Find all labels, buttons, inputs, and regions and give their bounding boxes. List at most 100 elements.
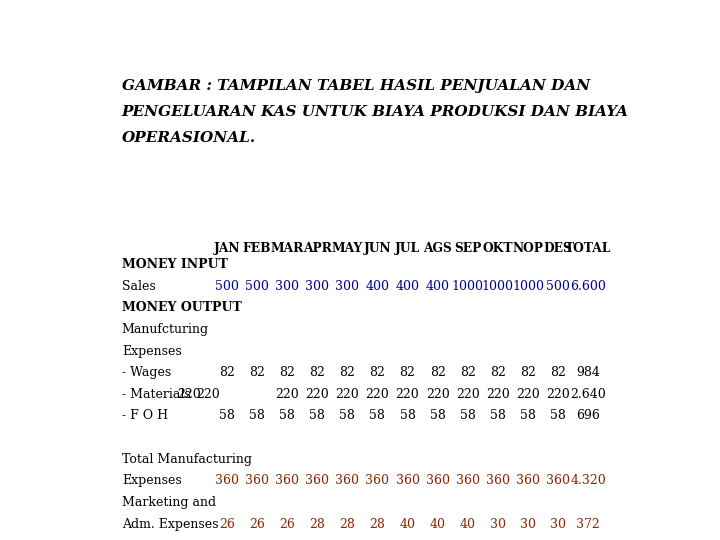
Text: 360: 360 xyxy=(546,474,570,488)
Text: 28: 28 xyxy=(309,518,325,531)
Text: 372: 372 xyxy=(577,518,600,531)
Text: 58: 58 xyxy=(460,409,476,422)
Text: JAN: JAN xyxy=(213,241,240,254)
Text: 40: 40 xyxy=(400,518,415,531)
Text: 82: 82 xyxy=(400,366,415,379)
Text: 26: 26 xyxy=(279,518,295,531)
Text: OKT: OKT xyxy=(482,241,513,254)
Text: 82: 82 xyxy=(339,366,355,379)
Text: 500: 500 xyxy=(215,280,238,293)
Text: 58: 58 xyxy=(400,409,415,422)
Text: 220: 220 xyxy=(196,388,220,401)
Text: 220: 220 xyxy=(486,388,510,401)
Text: 220: 220 xyxy=(366,388,390,401)
Text: 58: 58 xyxy=(249,409,265,422)
Text: 28: 28 xyxy=(339,518,355,531)
Text: 400: 400 xyxy=(395,280,420,293)
Text: MONEY OUTPUT: MONEY OUTPUT xyxy=(122,301,241,314)
Text: 360: 360 xyxy=(516,474,540,488)
Text: 26: 26 xyxy=(219,518,235,531)
Text: 6.600: 6.600 xyxy=(570,280,606,293)
Text: 220: 220 xyxy=(275,388,299,401)
Text: 58: 58 xyxy=(369,409,385,422)
Text: 26: 26 xyxy=(249,518,265,531)
Text: 220: 220 xyxy=(456,388,480,401)
Text: PENGELUARAN KAS UNTUK BIAYA PRODUKSI DAN BIAYA: PENGELUARAN KAS UNTUK BIAYA PRODUKSI DAN… xyxy=(122,105,629,119)
Text: MAR: MAR xyxy=(270,241,304,254)
Text: 2.640: 2.640 xyxy=(570,388,606,401)
Text: Sales: Sales xyxy=(122,280,156,293)
Text: 28: 28 xyxy=(369,518,385,531)
Text: JUN: JUN xyxy=(364,241,391,254)
Text: 360: 360 xyxy=(395,474,420,488)
Text: 220: 220 xyxy=(177,388,201,401)
Text: 500: 500 xyxy=(245,280,269,293)
Text: 58: 58 xyxy=(309,409,325,422)
Text: 82: 82 xyxy=(279,366,295,379)
Text: 696: 696 xyxy=(576,409,600,422)
Text: 220: 220 xyxy=(336,388,359,401)
Text: 300: 300 xyxy=(336,280,359,293)
Text: Manufcturing: Manufcturing xyxy=(122,323,209,336)
Text: 220: 220 xyxy=(516,388,540,401)
Text: 360: 360 xyxy=(215,474,239,488)
Text: 40: 40 xyxy=(460,518,476,531)
Text: 360: 360 xyxy=(426,474,449,488)
Text: Expenses: Expenses xyxy=(122,345,181,357)
Text: 360: 360 xyxy=(486,474,510,488)
Text: 82: 82 xyxy=(219,366,235,379)
Text: 300: 300 xyxy=(275,280,299,293)
Text: 82: 82 xyxy=(460,366,476,379)
Text: JUL: JUL xyxy=(395,241,420,254)
Text: MONEY INPUT: MONEY INPUT xyxy=(122,258,228,271)
Text: 360: 360 xyxy=(275,474,299,488)
Text: 30: 30 xyxy=(490,518,506,531)
Text: 58: 58 xyxy=(490,409,506,422)
Text: 58: 58 xyxy=(550,409,566,422)
Text: NOP: NOP xyxy=(513,241,544,254)
Text: 82: 82 xyxy=(550,366,566,379)
Text: 400: 400 xyxy=(365,280,390,293)
Text: FEB: FEB xyxy=(243,241,271,254)
Text: 4.320: 4.320 xyxy=(570,474,606,488)
Text: 82: 82 xyxy=(309,366,325,379)
Text: 82: 82 xyxy=(520,366,536,379)
Text: 82: 82 xyxy=(249,366,265,379)
Text: 984: 984 xyxy=(576,366,600,379)
Text: 58: 58 xyxy=(219,409,235,422)
Text: DES: DES xyxy=(544,241,572,254)
Text: 360: 360 xyxy=(365,474,390,488)
Text: 40: 40 xyxy=(430,518,446,531)
Text: 360: 360 xyxy=(456,474,480,488)
Text: Expenses: Expenses xyxy=(122,474,181,488)
Text: 58: 58 xyxy=(430,409,446,422)
Text: AGS: AGS xyxy=(423,241,452,254)
Text: 220: 220 xyxy=(305,388,329,401)
Text: 30: 30 xyxy=(550,518,566,531)
Text: APR: APR xyxy=(302,241,331,254)
Text: 58: 58 xyxy=(520,409,536,422)
Text: - F O H: - F O H xyxy=(122,409,168,422)
Text: Total Manufacturing: Total Manufacturing xyxy=(122,453,252,465)
Text: 220: 220 xyxy=(426,388,449,401)
Text: 400: 400 xyxy=(426,280,449,293)
Text: 360: 360 xyxy=(336,474,359,488)
Text: TOTAL: TOTAL xyxy=(565,241,611,254)
Text: 1000: 1000 xyxy=(451,280,484,293)
Text: 300: 300 xyxy=(305,280,329,293)
Text: GAMBAR : TAMPILAN TABEL HASIL PENJUALAN DAN: GAMBAR : TAMPILAN TABEL HASIL PENJUALAN … xyxy=(122,79,590,93)
Text: 1000: 1000 xyxy=(512,280,544,293)
Text: - Materials: - Materials xyxy=(122,388,191,401)
Text: 1000: 1000 xyxy=(482,280,514,293)
Text: 82: 82 xyxy=(490,366,506,379)
Text: 58: 58 xyxy=(339,409,355,422)
Text: 500: 500 xyxy=(546,280,570,293)
Text: 360: 360 xyxy=(245,474,269,488)
Text: Marketing and: Marketing and xyxy=(122,496,216,509)
Text: 82: 82 xyxy=(430,366,446,379)
Text: 58: 58 xyxy=(279,409,295,422)
Text: - Wages: - Wages xyxy=(122,366,171,379)
Text: SEP: SEP xyxy=(454,241,482,254)
Text: MAY: MAY xyxy=(332,241,363,254)
Text: Adm. Expenses: Adm. Expenses xyxy=(122,518,218,531)
